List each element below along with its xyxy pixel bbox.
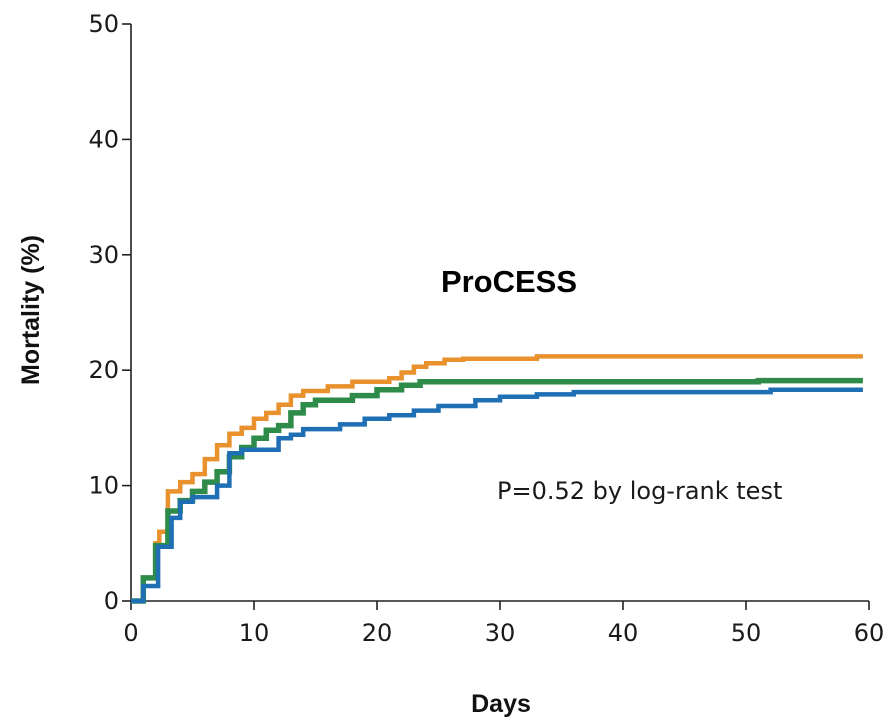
x-tick-label: 50 — [731, 619, 762, 647]
y-tick-label: 20 — [88, 356, 119, 384]
x-tick-label: 10 — [239, 619, 270, 647]
y-tick-label: 50 — [88, 10, 119, 38]
x-tick-label: 20 — [362, 619, 393, 647]
x-tick-label: 60 — [854, 619, 885, 647]
p-value-annotation: P=0.52 by log-rank test — [497, 477, 782, 505]
y-tick-label: 0 — [104, 587, 119, 615]
x-tick-label: 30 — [485, 619, 516, 647]
x-tick-label: 40 — [608, 619, 639, 647]
y-tick-label: 10 — [88, 472, 119, 500]
y-axis-label: Mortality (%) — [17, 235, 45, 385]
x-tick-label: 0 — [123, 619, 138, 647]
series-line-3 — [131, 387, 863, 604]
series-group — [131, 354, 863, 604]
x-axis-label: Days — [471, 690, 531, 718]
y-tick-label: 40 — [88, 125, 119, 153]
y-tick-label: 30 — [88, 241, 119, 269]
series-line-1 — [131, 354, 863, 604]
chart-title: ProCESS — [441, 264, 577, 299]
axes: 0 10 20 30 40 50 0 10 20 30 40 50 60 — [88, 10, 884, 647]
